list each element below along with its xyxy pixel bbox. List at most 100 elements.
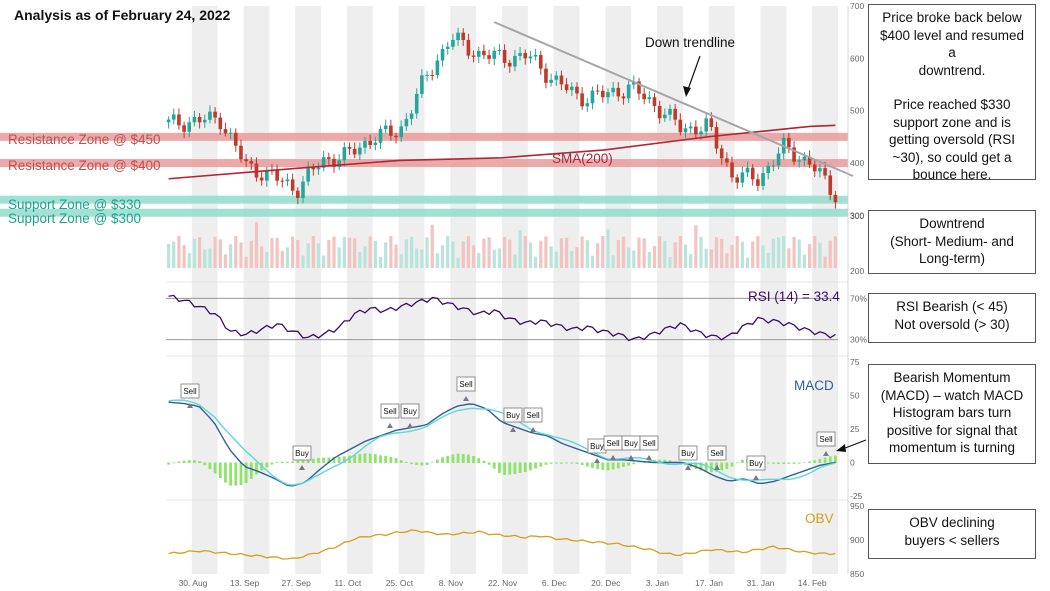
macd-histogram-bar (777, 462, 780, 464)
candle-body (182, 125, 186, 132)
candle-body (301, 181, 305, 199)
macd-histogram-bar (637, 462, 641, 463)
macd-histogram-bar (560, 462, 563, 464)
macd-histogram-bar (446, 455, 450, 463)
volume-bar (756, 236, 760, 268)
candle-body (414, 93, 419, 114)
macd-histogram-bar (565, 462, 569, 464)
sma-label: SMA(200) (552, 151, 613, 166)
macd-histogram-bar (808, 461, 811, 463)
volume-bar (565, 237, 569, 268)
candle-body (285, 179, 290, 182)
week-band (295, 6, 322, 574)
note-trend: Downtrend (Short- Medium- and Long-term) (868, 210, 1036, 274)
volume-bar (492, 249, 496, 268)
volume-bar (229, 244, 233, 268)
macd-histogram-bar (451, 454, 455, 463)
volume-bar (456, 257, 460, 268)
volume-bar (771, 238, 775, 268)
volume-bar (637, 237, 641, 268)
macd-histogram-bar (208, 462, 212, 470)
candle-body (352, 148, 357, 155)
macd-histogram-bar (834, 455, 837, 463)
volume-bar (451, 241, 455, 268)
volume-bar (709, 249, 713, 268)
volume-bar (399, 254, 403, 268)
signal-marker (628, 455, 634, 460)
volume-bar (570, 250, 574, 268)
candle-body (445, 46, 450, 49)
x-tick-label: 22. Nov (488, 578, 518, 588)
candle-body (533, 54, 538, 57)
note-line: (Short- Medium- and (890, 233, 1014, 249)
candle-body (358, 147, 362, 155)
candle-body (461, 32, 466, 40)
volume-bar (425, 237, 429, 268)
candle-body (244, 159, 248, 162)
signal-box (456, 376, 476, 392)
volume-bar (187, 253, 191, 268)
macd-histogram-bar (503, 462, 506, 475)
volume-bar (378, 256, 383, 268)
macd-histogram-bar (611, 462, 615, 470)
candle-body (621, 96, 626, 99)
macd-histogram-bar (348, 455, 351, 463)
sma200-line (168, 124, 836, 180)
note-line: downtrend. (918, 62, 986, 78)
note-line: Not oversold (> 30) (894, 316, 1010, 332)
signal-box (523, 407, 543, 423)
candle-body (280, 180, 285, 182)
macd-histogram-bar (296, 460, 300, 463)
macd-histogram-bar (301, 460, 305, 463)
macd-histogram-bar (404, 461, 408, 463)
candle-body (409, 113, 414, 119)
macd-histogram-bar (523, 462, 527, 472)
price-zones (0, 132, 848, 217)
macd-histogram-bar (606, 462, 610, 471)
volume-bar (792, 236, 796, 268)
candle-body (725, 158, 729, 163)
volume-bar (265, 251, 269, 268)
x-tick-label: 3. Jan (646, 578, 669, 588)
macd-histogram-bar (668, 460, 672, 463)
signal-box (746, 455, 766, 471)
volume-bar (275, 237, 279, 268)
volume-bar (306, 243, 310, 268)
candle-body (652, 97, 657, 106)
note-line: bounce here. (912, 167, 992, 182)
volume-bar (477, 252, 481, 268)
week-band (708, 6, 735, 574)
week-band (450, 6, 477, 574)
volume-bar (270, 238, 274, 268)
volume-bar (327, 240, 331, 268)
macd-histogram-bar (342, 456, 346, 463)
macd-histogram-bar (332, 456, 336, 463)
volume-bar (616, 239, 620, 268)
obv-panel (168, 529, 836, 560)
volume-bar (735, 236, 739, 268)
candle-body (275, 170, 279, 181)
price-tick-label: 700 (850, 1, 864, 11)
candle-body (797, 160, 802, 162)
volume-bar (523, 236, 527, 268)
volume-bar (782, 235, 786, 268)
macd-histogram-bar (368, 453, 372, 463)
macd-histogram-bar (740, 459, 744, 463)
volume-bar (337, 247, 341, 268)
macd-histogram-bar (554, 462, 558, 464)
axis-labels: 70060050040030030020070%30%7550250-25950… (166, 1, 867, 588)
volume-bar (482, 238, 486, 268)
macd-histogram-bar (234, 462, 238, 486)
volume-bar (208, 248, 212, 268)
obv-line (168, 529, 836, 560)
volume-bar (627, 247, 631, 268)
macd-histogram-bar (193, 460, 196, 463)
candle-body (575, 86, 579, 94)
volume-bar (590, 255, 595, 268)
signal-marker (685, 465, 691, 470)
volume-bar (818, 242, 822, 268)
macd-histogram-bar (182, 460, 186, 463)
macd-histogram-bar (823, 457, 827, 463)
volume-bar (704, 248, 708, 268)
